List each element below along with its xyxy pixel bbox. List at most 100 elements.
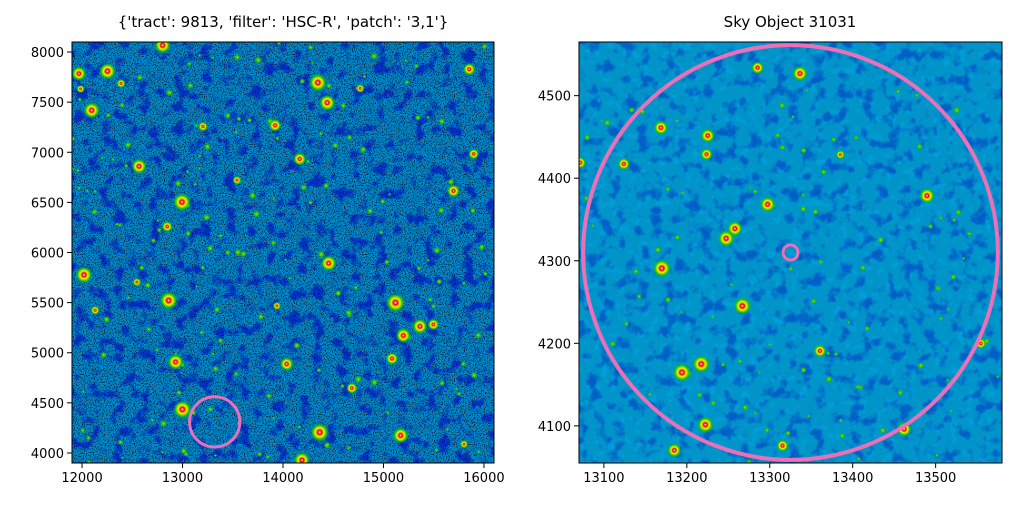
x-tick-label: 13400 <box>832 471 873 486</box>
bright-source <box>76 84 85 94</box>
faint-source <box>632 268 640 275</box>
faint-source <box>583 195 590 202</box>
faint-source <box>202 213 211 222</box>
bright-source <box>617 157 631 171</box>
faint-source <box>476 449 481 454</box>
faint-source <box>838 432 846 440</box>
faint-source <box>120 456 124 460</box>
bright-source <box>159 291 178 310</box>
faint-source <box>117 439 124 446</box>
faint-source <box>817 259 824 265</box>
faint-source <box>213 306 221 313</box>
faint-source <box>72 136 76 142</box>
bright-source <box>90 305 100 316</box>
faint-source <box>674 118 679 123</box>
faint-source <box>456 391 462 397</box>
faint-source <box>474 331 482 339</box>
faint-source <box>810 298 817 305</box>
bright-source <box>395 327 412 344</box>
faint-source <box>778 101 786 109</box>
faint-source <box>150 237 157 244</box>
faint-source <box>114 222 120 227</box>
faint-source <box>105 112 111 118</box>
faint-source <box>481 43 488 50</box>
faint-source <box>272 196 276 201</box>
right-panel-title: Sky Object 31031 <box>724 13 857 31</box>
faint-source <box>265 392 272 399</box>
faint-source <box>623 321 630 327</box>
faint-source <box>72 166 75 172</box>
bright-source <box>385 352 399 366</box>
faint-source <box>185 169 190 174</box>
faint-source <box>370 52 378 60</box>
faint-source <box>737 358 743 364</box>
faint-source <box>665 186 671 192</box>
faint-source <box>203 142 212 151</box>
faint-source <box>788 266 794 272</box>
right-target-markers <box>581 43 1000 462</box>
faint-source <box>322 182 330 189</box>
bright-source <box>652 258 672 278</box>
faint-source <box>434 447 439 453</box>
faint-source <box>710 400 717 407</box>
bright-source <box>98 62 117 80</box>
faint-source <box>378 229 384 235</box>
faint-source <box>830 136 837 143</box>
faint-source <box>437 206 445 214</box>
faint-source <box>791 114 795 119</box>
right-axes-ticks: 13100 13200 13300 13400 13500 4100 4200 4300 440… <box>538 90 956 486</box>
faint-source <box>346 446 350 450</box>
faint-source <box>194 123 199 128</box>
faint-source <box>383 259 390 265</box>
bright-source <box>72 66 87 82</box>
faint-source <box>460 360 467 367</box>
bright-source <box>919 187 936 204</box>
faint-source <box>197 154 202 158</box>
faint-source <box>774 132 781 139</box>
faint-source <box>316 367 322 373</box>
faint-source <box>234 130 239 135</box>
faint-source <box>897 389 904 396</box>
faint-source <box>200 265 206 271</box>
bright-source <box>272 301 282 311</box>
faint-source <box>955 208 962 216</box>
faint-source <box>752 188 758 195</box>
bright-source <box>672 362 692 382</box>
right-axes-frame <box>578 41 1003 464</box>
faint-source <box>748 186 752 190</box>
bright-source <box>468 148 480 160</box>
bright-source <box>696 416 714 434</box>
faint-source <box>366 207 374 215</box>
bright-source <box>579 156 587 170</box>
faint-source <box>696 391 703 398</box>
faint-source <box>799 205 808 213</box>
y-tick-label: 7000 <box>31 146 64 161</box>
faint-source <box>404 58 408 63</box>
faint-source <box>469 207 477 214</box>
faint-source <box>334 289 343 298</box>
faint-source <box>864 325 871 332</box>
bright-source <box>733 296 752 315</box>
faint-source <box>679 310 684 314</box>
faint-source <box>206 244 214 252</box>
faint-source <box>307 200 314 206</box>
faint-source <box>184 230 192 237</box>
faint-source <box>853 135 859 141</box>
x-tick-label: 13300 <box>749 471 790 486</box>
right-sources <box>579 60 1000 463</box>
faint-source <box>482 271 488 277</box>
bright-source <box>459 439 469 449</box>
bright-source <box>653 120 669 136</box>
faint-source <box>806 414 811 418</box>
bright-source <box>197 121 209 132</box>
faint-source <box>159 419 168 428</box>
right-image <box>579 42 1002 463</box>
faint-source <box>820 168 827 176</box>
bright-source <box>310 422 330 442</box>
y-tick-label: 4400 <box>538 172 571 187</box>
faint-source <box>427 297 433 303</box>
x-tick-label: 13100 <box>583 471 624 486</box>
faint-source <box>647 392 653 397</box>
faint-source <box>197 53 202 58</box>
y-tick-label: 6000 <box>31 247 64 262</box>
